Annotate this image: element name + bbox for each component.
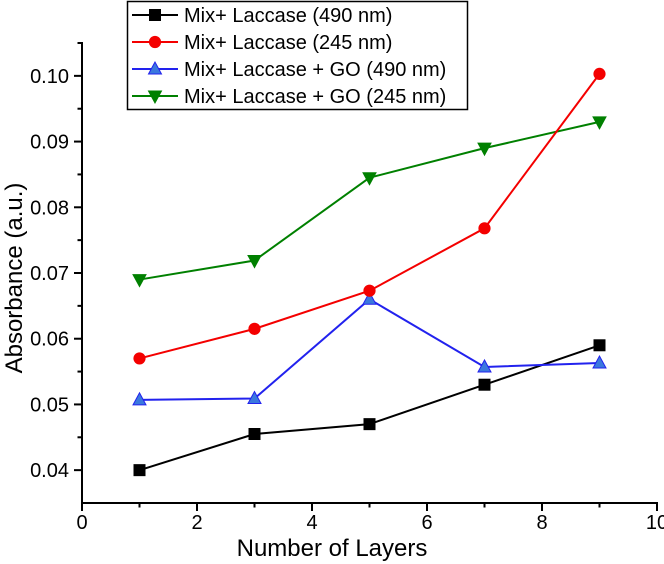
series-line-3	[139, 120, 600, 281]
data-point-series3-x9	[592, 116, 607, 130]
data-point-series0-x7	[478, 378, 491, 391]
x-tick-label: 4	[306, 512, 317, 534]
y-tick-label: 0.04	[30, 460, 69, 482]
data-point-series2-x7	[477, 358, 492, 373]
series-line-1	[139, 73, 601, 360]
data-point-series0-x3	[248, 428, 261, 440]
y-tick-label: 0.10	[30, 66, 69, 88]
x-axis-title: Number of Layers	[237, 535, 428, 562]
data-point-series1-x9	[593, 67, 606, 80]
y-tick-label: 0.09	[30, 132, 69, 154]
y-axis-title: Absorbance (a.u.)	[1, 183, 28, 374]
legend-marker-square-icon	[149, 9, 161, 21]
data-point-series3-x1	[132, 274, 147, 288]
legend-label-0: Mix+ Laccase (490 nm)	[184, 5, 392, 27]
data-point-series2-x3	[247, 390, 262, 405]
legend-label-3: Mix+ Laccase + GO (245 nm)	[184, 86, 446, 108]
y-tick-label: 0.05	[30, 394, 69, 416]
data-point-series3-x5	[362, 172, 377, 186]
data-point-series1-x5	[363, 284, 376, 297]
data-point-series2-x5	[362, 291, 377, 305]
data-point-series3-x3	[247, 255, 262, 269]
y-tick-label: 0.06	[30, 329, 69, 351]
data-point-series0-x9	[593, 339, 606, 352]
legend-label-1: Mix+ Laccase (245 nm)	[184, 32, 392, 54]
data-point-series1-x1	[133, 352, 146, 365]
legend-marker-circle-icon	[148, 35, 162, 49]
data-point-series1-x3	[248, 322, 261, 335]
series-line-2	[139, 298, 600, 401]
legend-box	[126, 0, 469, 111]
legend-marker-triangle-down-icon	[147, 90, 163, 105]
data-point-series3-x7	[477, 142, 492, 157]
data-point-series0-x1	[133, 464, 146, 477]
x-tick-label: 0	[76, 512, 87, 534]
y-tick-label: 0.08	[30, 197, 69, 219]
data-point-series0-x5	[363, 418, 376, 431]
series-line-0	[139, 344, 600, 472]
data-point-series2-x9	[592, 354, 607, 369]
x-tick-label: 10	[646, 512, 664, 534]
x-tick-label: 6	[421, 512, 432, 534]
x-tick-label: 2	[191, 512, 202, 534]
x-tick-label: 8	[536, 512, 547, 534]
data-point-series2-x1	[132, 391, 147, 406]
legend-label-2: Mix+ Laccase + GO (490 nm)	[184, 59, 446, 81]
y-tick-label: 0.07	[30, 263, 69, 285]
legend-marker-triangle-up-icon	[147, 60, 163, 75]
data-point-series1-x7	[478, 222, 491, 235]
